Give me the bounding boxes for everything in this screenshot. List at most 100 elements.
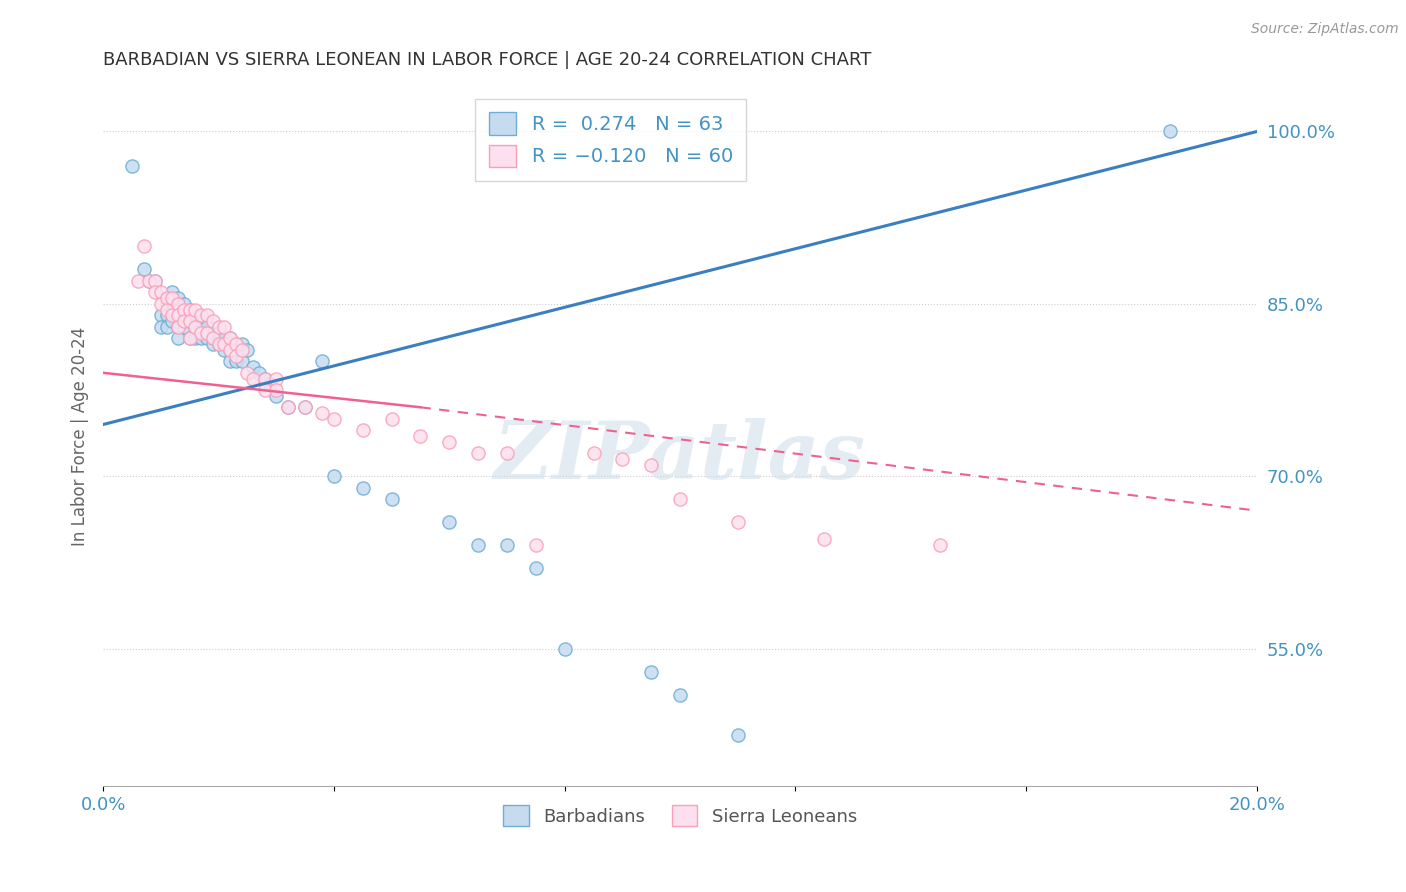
Point: [195, 319, 218, 334]
Point: [195, 331, 218, 345]
Point: [184, 309, 207, 323]
Point: [179, 314, 201, 328]
Point: [127, 274, 149, 288]
Point: [214, 331, 236, 345]
Point: [640, 665, 662, 679]
Point: [132, 262, 155, 277]
Point: [253, 371, 276, 385]
Point: [247, 366, 270, 380]
Point: [149, 309, 172, 323]
Point: [138, 274, 160, 288]
Text: ZIPatlas: ZIPatlas: [494, 418, 866, 496]
Point: [582, 446, 605, 460]
Point: [179, 302, 201, 317]
Point: [201, 314, 224, 328]
Point: [173, 309, 195, 323]
Point: [524, 538, 547, 552]
Text: BARBADIAN VS SIERRA LEONEAN IN LABOR FORCE | AGE 20-24 CORRELATION CHART: BARBADIAN VS SIERRA LEONEAN IN LABOR FOR…: [103, 51, 872, 69]
Point: [179, 331, 201, 345]
Point: [207, 319, 229, 334]
Point: [162, 302, 184, 317]
Point: [121, 159, 143, 173]
Point: [253, 383, 276, 397]
Point: [496, 538, 519, 552]
Point: [669, 688, 692, 702]
Point: [294, 401, 316, 415]
Point: [143, 274, 166, 288]
Point: [381, 411, 404, 425]
Y-axis label: In Labor Force | Age 20-24: In Labor Force | Age 20-24: [72, 326, 89, 546]
Point: [179, 314, 201, 328]
Point: [322, 469, 344, 483]
Legend: Barbadians, Sierra Leoneans: Barbadians, Sierra Leoneans: [496, 798, 865, 833]
Point: [219, 354, 242, 368]
Point: [439, 515, 461, 529]
Point: [669, 492, 692, 507]
Point: [242, 359, 264, 374]
Point: [219, 331, 242, 345]
Point: [138, 274, 160, 288]
Point: [352, 423, 374, 437]
Point: [467, 538, 489, 552]
Point: [640, 458, 662, 472]
Point: [219, 343, 242, 357]
Point: [162, 285, 184, 300]
Point: [264, 383, 287, 397]
Point: [184, 319, 207, 334]
Point: [524, 561, 547, 575]
Point: [184, 302, 207, 317]
Point: [155, 309, 177, 323]
Point: [352, 481, 374, 495]
Point: [727, 728, 749, 742]
Point: [727, 515, 749, 529]
Point: [167, 309, 190, 323]
Point: [253, 371, 276, 385]
Point: [190, 331, 212, 345]
Point: [225, 354, 247, 368]
Point: [1159, 124, 1181, 138]
Point: [179, 331, 201, 345]
Point: [173, 314, 195, 328]
Point: [236, 366, 259, 380]
Point: [264, 389, 287, 403]
Point: [554, 641, 576, 656]
Point: [311, 406, 333, 420]
Point: [231, 343, 253, 357]
Point: [236, 343, 259, 357]
Point: [207, 337, 229, 351]
Point: [813, 533, 835, 547]
Point: [167, 331, 190, 345]
Point: [219, 331, 242, 345]
Point: [225, 337, 247, 351]
Point: [201, 337, 224, 351]
Point: [928, 538, 950, 552]
Point: [173, 319, 195, 334]
Point: [184, 331, 207, 345]
Point: [439, 434, 461, 449]
Point: [132, 239, 155, 253]
Point: [149, 319, 172, 334]
Point: [167, 297, 190, 311]
Point: [167, 302, 190, 317]
Point: [155, 297, 177, 311]
Point: [219, 343, 242, 357]
Point: [162, 291, 184, 305]
Point: [184, 319, 207, 334]
Point: [225, 349, 247, 363]
Point: [467, 446, 489, 460]
Point: [143, 285, 166, 300]
Point: [190, 314, 212, 328]
Point: [214, 319, 236, 334]
Point: [167, 291, 190, 305]
Point: [173, 302, 195, 317]
Point: [155, 291, 177, 305]
Point: [162, 309, 184, 323]
Point: [225, 337, 247, 351]
Point: [311, 354, 333, 368]
Point: [214, 343, 236, 357]
Point: [612, 452, 634, 467]
Point: [264, 371, 287, 385]
Point: [231, 337, 253, 351]
Point: [155, 302, 177, 317]
Point: [167, 319, 190, 334]
